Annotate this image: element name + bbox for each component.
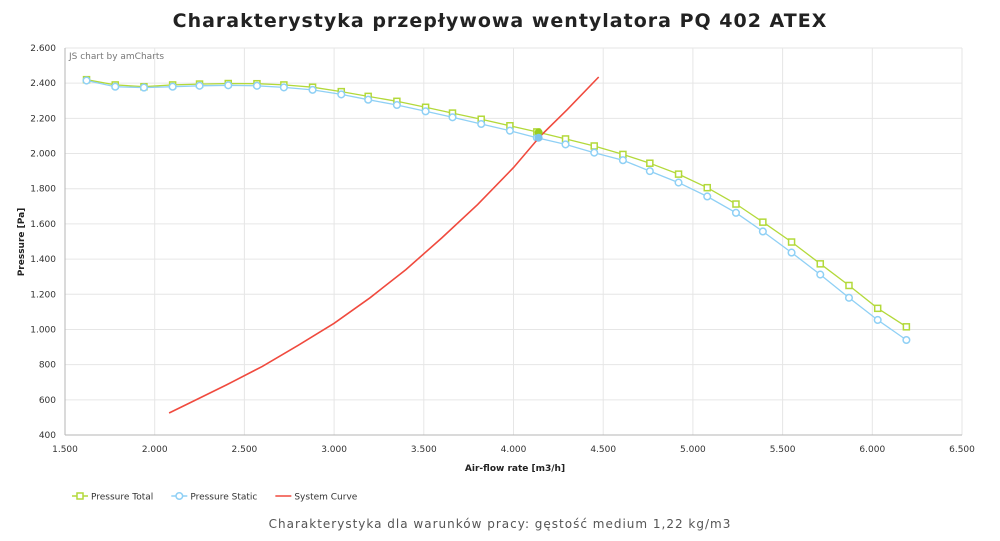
series-layer xyxy=(82,75,911,414)
y-tick-label: 400 xyxy=(39,431,56,441)
pressure-static-point[interactable] xyxy=(364,95,373,104)
pressure-total-point[interactable] xyxy=(759,218,767,226)
pressure-static-point[interactable] xyxy=(82,76,91,85)
pressure-total-point[interactable] xyxy=(787,238,796,246)
y-tick-label: 1.400 xyxy=(30,255,56,265)
operating-point-static[interactable] xyxy=(534,133,543,142)
pressure-total-point[interactable] xyxy=(873,304,882,313)
y-tick-label: 1.800 xyxy=(30,185,56,195)
pressure-static-point[interactable] xyxy=(308,85,317,94)
pressure-total-point[interactable] xyxy=(816,260,825,268)
pressure-static-point[interactable] xyxy=(477,119,486,129)
pressure-static-point[interactable] xyxy=(139,83,148,92)
y-tick-label: 2.200 xyxy=(30,114,56,124)
chart-title: Charakterystyka przepływowa wentylatora … xyxy=(172,10,828,32)
pressure-static-point[interactable] xyxy=(505,126,514,135)
pressure-static-point[interactable] xyxy=(618,156,627,165)
legend-item-pressure-static[interactable]: Pressure Static xyxy=(171,491,257,503)
pressure-static-point[interactable] xyxy=(195,81,204,90)
x-tick-label: 3.500 xyxy=(411,445,437,455)
pressure-total-point[interactable] xyxy=(590,142,598,150)
pressure-static-point[interactable] xyxy=(645,167,654,176)
pressure-static-point[interactable] xyxy=(703,192,712,201)
pressure-total-point[interactable] xyxy=(674,170,683,178)
pressure-total-point[interactable] xyxy=(703,183,712,192)
y-axis-ticks: 400 600 800 1.000 1.200 1.400 1.600 1.800 2.000 2… xyxy=(30,44,56,441)
x-tick-label: 3.000 xyxy=(321,445,347,455)
x-tick-label: 1.500 xyxy=(52,445,78,455)
x-tick-label: 4.500 xyxy=(590,445,616,455)
y-tick-label: 2.600 xyxy=(30,44,56,54)
x-tick-label: 6.000 xyxy=(859,445,885,455)
pressure-static-point[interactable] xyxy=(787,248,796,257)
x-tick-label: 4.000 xyxy=(501,445,527,455)
legend-label: System Curve xyxy=(294,493,357,503)
pressure-static-point[interactable] xyxy=(561,140,570,149)
x-axis-ticks: 1.500 2.000 2.500 3.000 3.500 4.000 4.500 5.000… xyxy=(52,445,975,455)
grid xyxy=(64,47,963,436)
pressure-total-line xyxy=(86,79,907,328)
system-curve-line xyxy=(168,76,600,414)
pressure-static-point[interactable] xyxy=(337,90,346,99)
pressure-static-point[interactable] xyxy=(224,81,233,90)
pressure-static-point[interactable] xyxy=(816,270,825,279)
x-tick-label: 2.500 xyxy=(232,445,258,455)
pressure-static-point[interactable] xyxy=(252,81,262,90)
y-tick-label: 800 xyxy=(39,361,56,371)
pressure-static-point[interactable] xyxy=(902,335,911,345)
x-tick-label: 5.000 xyxy=(680,445,706,455)
x-tick-label: 6.500 xyxy=(949,445,975,455)
pressure-static-point[interactable] xyxy=(111,82,120,91)
y-tick-label: 2.400 xyxy=(30,79,56,89)
pressure-total-point[interactable] xyxy=(732,200,740,208)
pressure-static-point[interactable] xyxy=(590,148,599,157)
chart-caption: Charakterystyka dla warunków pracy: gęst… xyxy=(268,517,732,531)
y-tick-label: 1.200 xyxy=(30,290,56,300)
pressure-total-point[interactable] xyxy=(845,281,853,290)
pressure-static-point[interactable] xyxy=(421,107,430,116)
y-tick-label: 1.600 xyxy=(30,220,56,230)
pressure-total-point[interactable] xyxy=(902,323,911,331)
pressure-static-point[interactable] xyxy=(731,208,741,217)
y-tick-label: 1.000 xyxy=(30,325,56,335)
pressure-static-point[interactable] xyxy=(448,113,457,122)
legend-label: Pressure Static xyxy=(190,493,257,503)
pressure-static-point[interactable] xyxy=(758,227,767,236)
pressure-static-point[interactable] xyxy=(392,100,401,110)
y-tick-label: 600 xyxy=(39,396,56,406)
x-tick-label: 5.500 xyxy=(770,445,796,455)
legend-item-system-curve[interactable]: System Curve xyxy=(275,493,358,503)
pressure-static-line xyxy=(86,79,907,341)
legend: Pressure Total Pressure Static System Curv… xyxy=(72,491,358,503)
x-axis-title: Air-flow rate [m3/h] xyxy=(465,464,565,474)
pressure-static-point[interactable] xyxy=(873,315,882,325)
pressure-static-point[interactable] xyxy=(674,178,683,187)
legend-swatch-marker xyxy=(175,491,184,501)
pressure-static-point[interactable] xyxy=(168,82,177,91)
chart-credit[interactable]: JS chart by amCharts xyxy=(68,52,164,62)
legend-swatch-marker xyxy=(76,492,84,500)
y-axis-title: Pressure [Pa] xyxy=(17,208,27,277)
pressure-static-point[interactable] xyxy=(279,83,288,92)
x-tick-label: 2.000 xyxy=(142,445,168,455)
pressure-total-point[interactable] xyxy=(646,159,654,167)
y-tick-label: 2.000 xyxy=(30,150,56,160)
axes xyxy=(64,48,962,436)
pressure-static-point[interactable] xyxy=(844,293,854,302)
legend-item-pressure-total[interactable]: Pressure Total xyxy=(72,492,153,503)
legend-label: Pressure Total xyxy=(91,493,153,503)
